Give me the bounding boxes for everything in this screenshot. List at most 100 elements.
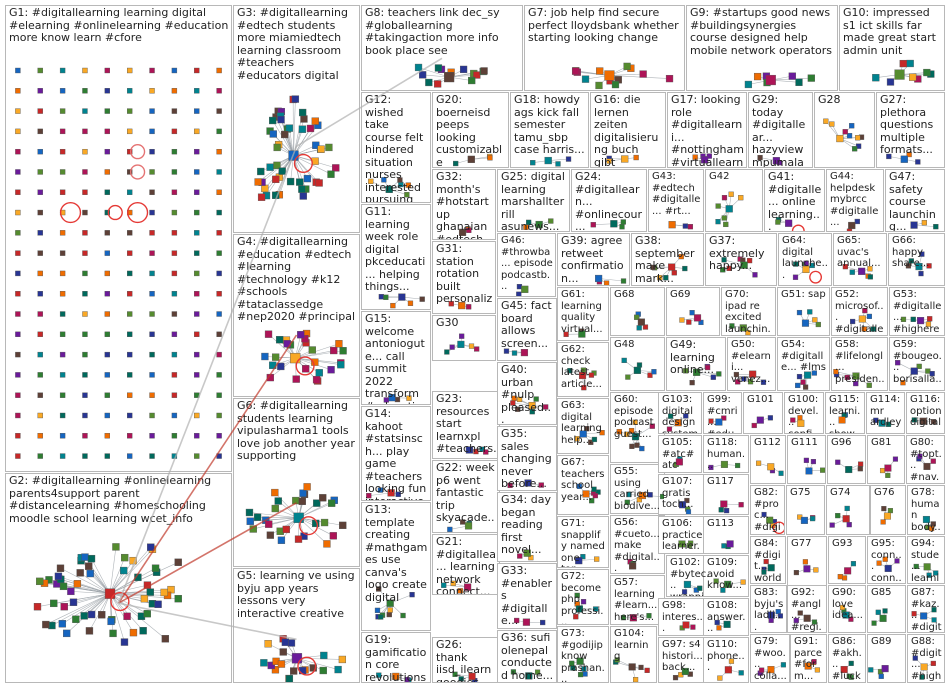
network-node (588, 439, 594, 445)
network-node (458, 228, 467, 236)
network-node (174, 594, 182, 603)
network-node (729, 323, 735, 329)
network-node (581, 385, 587, 391)
network-edge (70, 591, 111, 594)
network-node (579, 430, 587, 438)
network-node (610, 220, 618, 228)
network-node (127, 189, 133, 195)
network-node (555, 161, 561, 167)
network-node (303, 174, 312, 183)
network-node (216, 169, 222, 175)
group-cell-g71: G71: snapplify named one top... (557, 516, 609, 568)
network-node (381, 177, 387, 183)
network-node (805, 467, 813, 475)
network-node (104, 453, 110, 459)
network-node (878, 419, 886, 427)
group-cell-g74: G74 (826, 485, 870, 535)
group-cell-g5: G5: learning ve using byju app years les… (233, 568, 360, 683)
network-edge (298, 502, 332, 519)
network-node (59, 169, 66, 175)
network-node (767, 611, 775, 619)
group-label: G47: safety course launching... (889, 170, 936, 232)
network-node (721, 415, 727, 421)
network-node (833, 369, 839, 375)
network-edge (62, 593, 111, 624)
self-loop (59, 201, 82, 224)
group-network (613, 657, 650, 682)
network-node (50, 599, 58, 608)
network-node (194, 88, 200, 94)
group-label: G58: #lifelongl... presiden... (835, 339, 885, 391)
group-cell-g99: G99: #cmri... #educ... (703, 392, 742, 434)
group-network (571, 62, 674, 90)
self-loop (298, 516, 319, 536)
group-label: G84: #digit... world... (754, 538, 782, 584)
group-label: G12: wished take course felt hindered si… (365, 93, 424, 203)
network-node (842, 515, 850, 523)
group-cell-g18: G18: howdy ags kick fall semester tamu_s… (510, 92, 589, 168)
group-network (912, 655, 936, 680)
group-network (448, 301, 472, 310)
network-node (850, 561, 857, 567)
network-node (872, 74, 880, 82)
network-node (682, 621, 690, 629)
network-node (104, 169, 110, 175)
network-node (697, 585, 703, 591)
group-label: G14: kahoot #statsinsch... play game #te… (365, 407, 428, 501)
network-node (260, 659, 268, 667)
group-label: G87: #kaz... #digit (911, 587, 942, 633)
network-node (267, 661, 275, 670)
network-node (614, 657, 620, 663)
group-cell-g50: G50: #elearni... venez... (727, 337, 776, 391)
network-node (909, 73, 917, 81)
network-node (581, 666, 587, 672)
network-node (407, 300, 414, 306)
network-node (464, 583, 472, 591)
network-node (516, 396, 523, 403)
network-node (886, 78, 895, 86)
network-node (104, 209, 110, 216)
group-network (873, 417, 892, 427)
network-node (194, 189, 200, 195)
network-node (861, 326, 867, 332)
network-node (154, 600, 162, 608)
network-node (216, 311, 222, 317)
network-node (194, 209, 200, 216)
network-node (761, 569, 767, 575)
network-node (194, 108, 200, 114)
network-node (319, 494, 327, 502)
group-network (465, 446, 489, 455)
network-node (149, 453, 155, 459)
network-node (171, 128, 178, 135)
network-node (866, 382, 872, 388)
network-node (900, 316, 907, 322)
network-node (59, 453, 66, 459)
network-node (844, 505, 850, 512)
group-cell-g31: G31: station rotation built personaliz..… (432, 241, 496, 314)
network-node (733, 371, 739, 378)
network-node (216, 433, 222, 439)
network-node (675, 458, 683, 466)
network-node (385, 185, 393, 193)
network-node (591, 486, 597, 492)
network-node (395, 491, 401, 497)
network-node (588, 372, 595, 378)
network-node (452, 671, 458, 677)
network-node (753, 72, 762, 81)
network-node (684, 497, 690, 504)
group-label: G57: learning #learn... here's... (614, 577, 658, 623)
network-node (37, 67, 43, 74)
group-cell-g43: G43: #edtech #digitalle... #rt... (648, 169, 704, 232)
network-node (335, 340, 343, 348)
network-node (738, 195, 744, 201)
network-node (744, 80, 753, 89)
group-label: G30 (436, 316, 459, 329)
group-cell-g20: G20: boerneisd peeps looking customizabl… (432, 92, 509, 168)
network-node (797, 419, 805, 427)
network-node (715, 418, 723, 426)
network-node (573, 614, 579, 620)
network-node (685, 509, 692, 514)
group-cell-g19: G19: gamification core revolutions vinee… (361, 632, 431, 683)
group-label: G61: learning quality virtual... (561, 289, 603, 335)
network-node (868, 667, 874, 673)
